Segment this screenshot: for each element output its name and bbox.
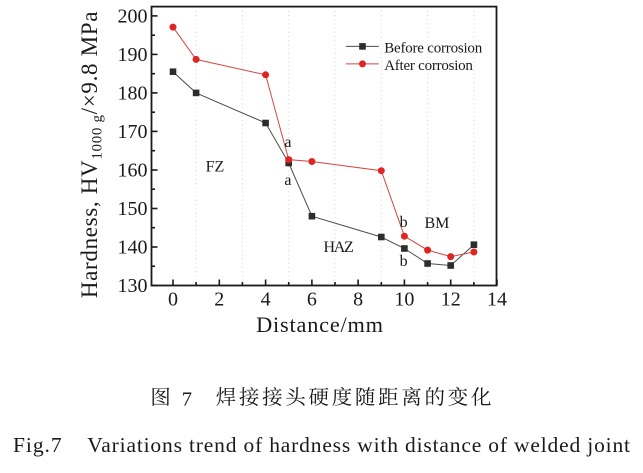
svg-text:8: 8: [353, 289, 363, 311]
svg-text:4: 4: [261, 289, 271, 311]
svg-text:Variations trend of hardness w: Variations trend of hardness with distan…: [87, 433, 630, 457]
svg-text:200: 200: [118, 6, 148, 28]
svg-text:HAZ: HAZ: [324, 239, 354, 256]
svg-text:7: 7: [182, 389, 192, 411]
svg-text:130: 130: [118, 275, 148, 297]
svg-text:After corrosion: After corrosion: [384, 58, 473, 74]
svg-text:160: 160: [118, 160, 148, 182]
svg-text:6: 6: [307, 289, 317, 311]
svg-text:a: a: [284, 134, 291, 151]
svg-text:12: 12: [441, 289, 461, 311]
svg-text:10: 10: [394, 289, 414, 311]
svg-text:Distance/mm: Distance/mm: [256, 312, 384, 337]
svg-text:180: 180: [118, 83, 148, 105]
svg-text:140: 140: [118, 237, 148, 259]
svg-text:a: a: [284, 172, 291, 189]
svg-text:Fig.7: Fig.7: [13, 433, 62, 457]
svg-text:Before corrosion: Before corrosion: [384, 40, 483, 56]
svg-text:14: 14: [487, 289, 507, 311]
svg-text:BM: BM: [425, 215, 450, 232]
svg-text:190: 190: [118, 44, 148, 66]
svg-text:150: 150: [118, 198, 148, 220]
svg-text:b: b: [400, 253, 408, 270]
svg-text:170: 170: [118, 121, 148, 143]
svg-text:0: 0: [168, 289, 178, 311]
svg-text:b: b: [400, 214, 408, 231]
svg-text:2: 2: [214, 289, 224, 311]
svg-text:FZ: FZ: [206, 159, 225, 176]
